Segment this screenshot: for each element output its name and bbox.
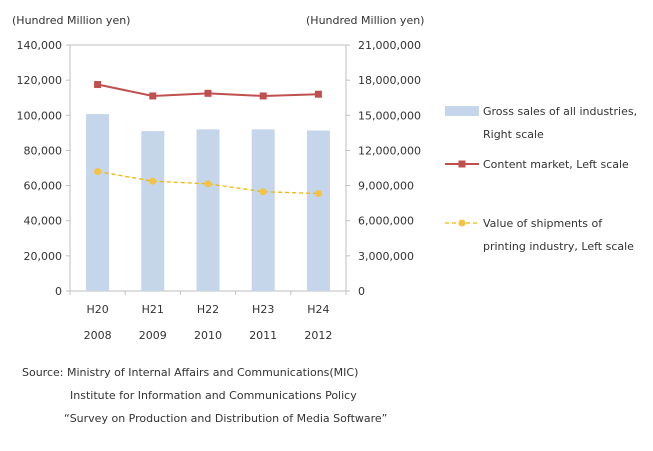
- point: [314, 90, 322, 98]
- right-tick-label: 0: [358, 285, 365, 298]
- x-tick-label-year: 2009: [139, 329, 167, 342]
- left-tick-label: 60,000: [24, 180, 63, 193]
- legend-swatch-marker: [458, 160, 466, 168]
- right-tick-label: 3,000,000: [358, 250, 414, 263]
- bar: [141, 131, 165, 291]
- x-tick-label-era: H23: [252, 303, 274, 316]
- series-line: [97, 170, 319, 195]
- point: [314, 189, 322, 197]
- point: [204, 180, 212, 188]
- x-tick-label-year: 2012: [304, 329, 332, 342]
- point: [94, 168, 102, 176]
- right-tick-label: 9,000,000: [358, 180, 414, 193]
- source-line-2: Institute for Information and Communicat…: [70, 389, 357, 402]
- legend-label: Content market, Left scale: [483, 158, 629, 171]
- bar: [86, 114, 110, 291]
- left-axis-unit: (Hundred Million yen): [12, 14, 130, 27]
- x-tick-label-year: 2008: [84, 329, 112, 342]
- point: [259, 92, 267, 100]
- point: [94, 81, 102, 89]
- source-line-3: “Survey on Production and Distribution o…: [64, 412, 388, 425]
- bar: [306, 130, 330, 291]
- line-series: [94, 81, 322, 197]
- point: [149, 92, 157, 100]
- point: [149, 177, 157, 185]
- right-tick-label: 15,000,000: [358, 109, 421, 122]
- left-tick-label: 40,000: [24, 215, 63, 228]
- legend-label: Value of shipments of: [483, 217, 603, 230]
- point: [204, 89, 212, 97]
- bar: [251, 129, 275, 291]
- legend-label: printing industry, Left scale: [483, 240, 634, 253]
- x-tick-label-year: 2011: [249, 329, 277, 342]
- x-tick-label-year: 2010: [194, 329, 222, 342]
- right-tick-label: 12,000,000: [358, 144, 421, 157]
- left-tick-label: 0: [55, 285, 62, 298]
- bar: [196, 129, 220, 291]
- left-tick-label: 80,000: [24, 144, 63, 157]
- legend-swatch-marker: [458, 219, 466, 227]
- point: [259, 188, 267, 196]
- legend: Gross sales of all industries, Right scal…: [445, 105, 637, 253]
- bar-series: [86, 114, 330, 291]
- x-tick-label-era: H21: [142, 303, 164, 316]
- legend-label: Right scale: [483, 128, 544, 141]
- left-tick-label: 120,000: [17, 74, 63, 87]
- left-tick-label: 20,000: [24, 250, 63, 263]
- right-tick-label: 6,000,000: [358, 215, 414, 228]
- right-axis-unit: (Hundred Million yen): [306, 14, 424, 27]
- right-tick-label: 21,000,000: [358, 39, 421, 52]
- axes: 0 20,000 40,000 60,000 80,000 100,000 120,000 1…: [12, 14, 424, 342]
- x-tick-label-era: H24: [307, 303, 329, 316]
- legend-label: Gross sales of all industries,: [483, 105, 637, 118]
- x-tick-label-era: H22: [197, 303, 219, 316]
- left-tick-label: 140,000: [17, 39, 63, 52]
- x-tick-label-era: H20: [86, 303, 108, 316]
- source-line-1: Source: Ministry of Internal Affairs and…: [22, 366, 359, 379]
- right-tick-label: 18,000,000: [358, 74, 421, 87]
- legend-swatch-bar: [445, 106, 479, 116]
- left-tick-label: 100,000: [17, 109, 63, 122]
